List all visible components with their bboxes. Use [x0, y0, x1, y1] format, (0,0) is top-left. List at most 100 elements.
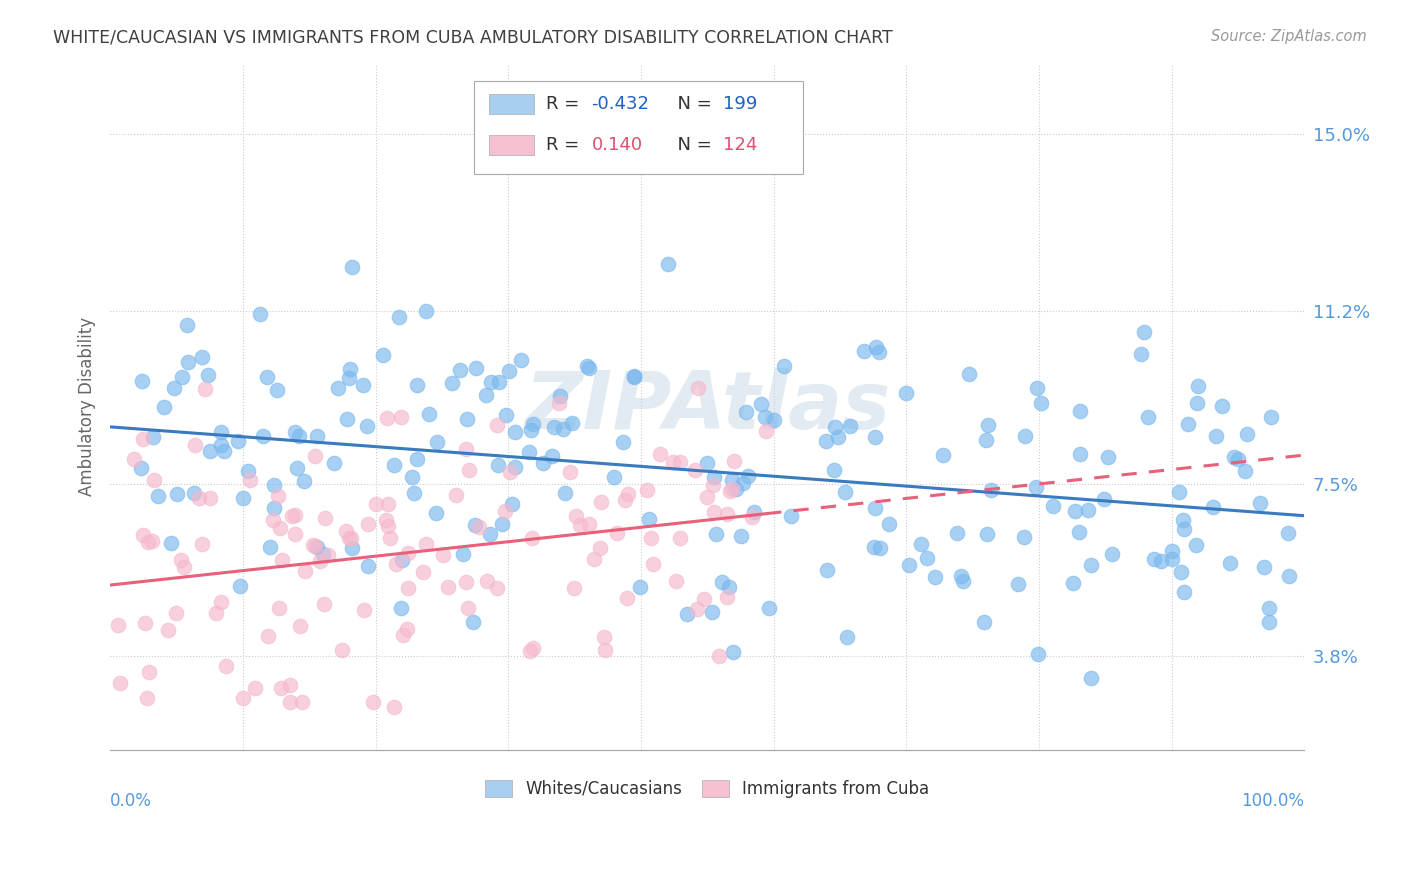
- Point: [648, 447, 671, 461]
- Point: [209, 595, 232, 609]
- Text: 100.0%: 100.0%: [1241, 792, 1305, 810]
- Point: [704, 527, 727, 541]
- Point: [266, 384, 288, 398]
- Point: [613, 493, 636, 508]
- Point: [522, 640, 544, 655]
- Point: [957, 368, 980, 382]
- Point: [612, 434, 634, 449]
- Point: [773, 359, 796, 373]
- Point: [519, 644, 541, 658]
- Point: [131, 528, 153, 542]
- Point: [865, 501, 887, 516]
- Point: [1211, 399, 1233, 413]
- Point: [1236, 426, 1258, 441]
- Point: [316, 548, 339, 562]
- Point: [401, 470, 423, 484]
- Point: [1185, 395, 1208, 409]
- Point: [973, 615, 995, 629]
- Point: [486, 581, 509, 595]
- Point: [191, 350, 214, 364]
- Point: [603, 470, 626, 484]
- Point: [284, 526, 307, 541]
- Point: [1130, 346, 1153, 360]
- Point: [371, 348, 394, 362]
- Point: [485, 417, 508, 432]
- Point: [456, 574, 478, 589]
- Point: [503, 425, 526, 439]
- Point: [1253, 560, 1275, 574]
- Point: [392, 628, 415, 642]
- Point: [1187, 379, 1209, 393]
- Point: [657, 256, 679, 270]
- Point: [1136, 409, 1159, 424]
- Point: [675, 607, 697, 622]
- Point: [616, 487, 638, 501]
- Point: [380, 531, 402, 545]
- Point: [396, 623, 419, 637]
- Point: [834, 485, 856, 500]
- Point: [716, 590, 738, 604]
- Point: [1173, 521, 1195, 535]
- Point: [863, 540, 886, 554]
- Point: [702, 478, 724, 492]
- Point: [721, 473, 744, 487]
- Point: [342, 260, 364, 274]
- Legend: Whites/Caucasians, Immigrants from Cuba: Whites/Caucasians, Immigrants from Cuba: [477, 772, 938, 806]
- Text: N =: N =: [665, 136, 717, 154]
- Point: [686, 381, 709, 395]
- Point: [589, 541, 612, 556]
- Point: [839, 419, 862, 434]
- Point: [377, 518, 399, 533]
- Point: [623, 368, 645, 383]
- Point: [132, 432, 155, 446]
- Point: [616, 591, 638, 606]
- Point: [877, 516, 900, 531]
- Point: [173, 560, 195, 574]
- Point: [1143, 552, 1166, 566]
- Point: [377, 411, 399, 425]
- Point: [389, 600, 412, 615]
- Point: [339, 361, 361, 376]
- Point: [1092, 492, 1115, 507]
- Point: [304, 539, 326, 553]
- Point: [278, 678, 301, 692]
- Point: [475, 388, 498, 402]
- Point: [166, 487, 188, 501]
- Point: [716, 507, 738, 521]
- Point: [454, 442, 477, 456]
- Point: [1170, 566, 1192, 580]
- Point: [352, 378, 374, 392]
- Point: [1062, 576, 1084, 591]
- Point: [952, 574, 974, 589]
- Point: [252, 428, 274, 442]
- Point: [730, 529, 752, 543]
- Point: [412, 565, 434, 579]
- Point: [335, 524, 357, 538]
- Point: [721, 482, 744, 496]
- Point: [868, 345, 890, 359]
- Point: [1080, 671, 1102, 685]
- Point: [163, 381, 186, 395]
- Point: [1167, 485, 1189, 500]
- Point: [142, 430, 165, 444]
- Point: [294, 564, 316, 578]
- Point: [1014, 429, 1036, 443]
- Point: [837, 631, 859, 645]
- Point: [336, 412, 359, 426]
- Text: -0.432: -0.432: [592, 95, 650, 112]
- Point: [314, 511, 336, 525]
- Point: [1101, 547, 1123, 561]
- Point: [606, 526, 628, 541]
- Point: [302, 538, 325, 552]
- Point: [176, 318, 198, 332]
- Point: [391, 553, 413, 567]
- Text: R =: R =: [546, 136, 585, 154]
- Point: [578, 516, 600, 531]
- Point: [686, 602, 709, 616]
- Point: [540, 450, 562, 464]
- Point: [976, 527, 998, 541]
- Point: [869, 541, 891, 556]
- Point: [724, 482, 747, 496]
- Point: [1171, 513, 1194, 527]
- Point: [737, 468, 759, 483]
